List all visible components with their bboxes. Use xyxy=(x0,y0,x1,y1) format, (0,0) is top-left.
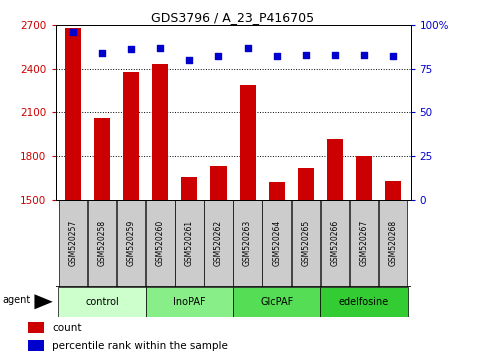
Point xyxy=(98,50,106,56)
Text: GSM520260: GSM520260 xyxy=(156,220,165,267)
Text: percentile rank within the sample: percentile rank within the sample xyxy=(53,341,228,350)
Bar xyxy=(65,28,81,200)
Bar xyxy=(269,182,284,200)
Title: GDS3796 / A_23_P416705: GDS3796 / A_23_P416705 xyxy=(152,11,314,24)
Text: agent: agent xyxy=(3,295,31,305)
Bar xyxy=(262,200,291,287)
Bar xyxy=(350,200,378,287)
Bar xyxy=(58,287,146,317)
Point xyxy=(156,45,164,50)
Bar xyxy=(94,118,110,200)
Point xyxy=(128,46,135,52)
Bar xyxy=(123,72,139,200)
Text: edelfosine: edelfosine xyxy=(339,297,389,307)
Bar xyxy=(175,200,204,287)
Bar xyxy=(379,200,407,287)
Text: GSM520264: GSM520264 xyxy=(272,220,281,267)
Point xyxy=(273,53,281,59)
Text: count: count xyxy=(53,323,82,333)
Point xyxy=(389,53,397,59)
Bar xyxy=(28,340,44,351)
Bar xyxy=(298,168,314,200)
Bar xyxy=(117,200,145,287)
Bar xyxy=(233,200,262,287)
Point xyxy=(214,53,222,59)
Point xyxy=(244,45,252,50)
Point xyxy=(360,52,368,57)
Text: GSM520257: GSM520257 xyxy=(69,220,77,267)
Bar xyxy=(146,200,174,287)
Point xyxy=(185,57,193,63)
Bar xyxy=(88,200,116,287)
Text: control: control xyxy=(85,297,119,307)
Text: InoPAF: InoPAF xyxy=(173,297,206,307)
Text: GSM520267: GSM520267 xyxy=(359,220,369,267)
Bar xyxy=(28,322,44,333)
Text: GSM520259: GSM520259 xyxy=(127,220,136,267)
Bar xyxy=(385,181,401,200)
Bar xyxy=(59,200,87,287)
Polygon shape xyxy=(34,294,53,309)
Bar xyxy=(233,287,320,317)
Text: GSM520261: GSM520261 xyxy=(185,220,194,267)
Bar xyxy=(182,177,198,200)
Text: GSM520268: GSM520268 xyxy=(389,220,398,267)
Bar xyxy=(240,85,256,200)
Bar xyxy=(321,200,349,287)
Bar xyxy=(356,156,372,200)
Point xyxy=(331,52,339,57)
Bar xyxy=(292,200,320,287)
Text: GSM520266: GSM520266 xyxy=(330,220,340,267)
Point xyxy=(302,52,310,57)
Bar xyxy=(204,200,233,287)
Text: GSM520262: GSM520262 xyxy=(214,220,223,267)
Bar xyxy=(146,287,233,317)
Text: GSM520265: GSM520265 xyxy=(301,220,310,267)
Text: GlcPAF: GlcPAF xyxy=(260,297,293,307)
Bar xyxy=(152,64,168,200)
Bar xyxy=(320,287,408,317)
Bar xyxy=(327,139,343,200)
Bar xyxy=(211,166,227,200)
Text: GSM520258: GSM520258 xyxy=(98,220,107,267)
Point xyxy=(69,29,77,35)
Text: GSM520263: GSM520263 xyxy=(243,220,252,267)
